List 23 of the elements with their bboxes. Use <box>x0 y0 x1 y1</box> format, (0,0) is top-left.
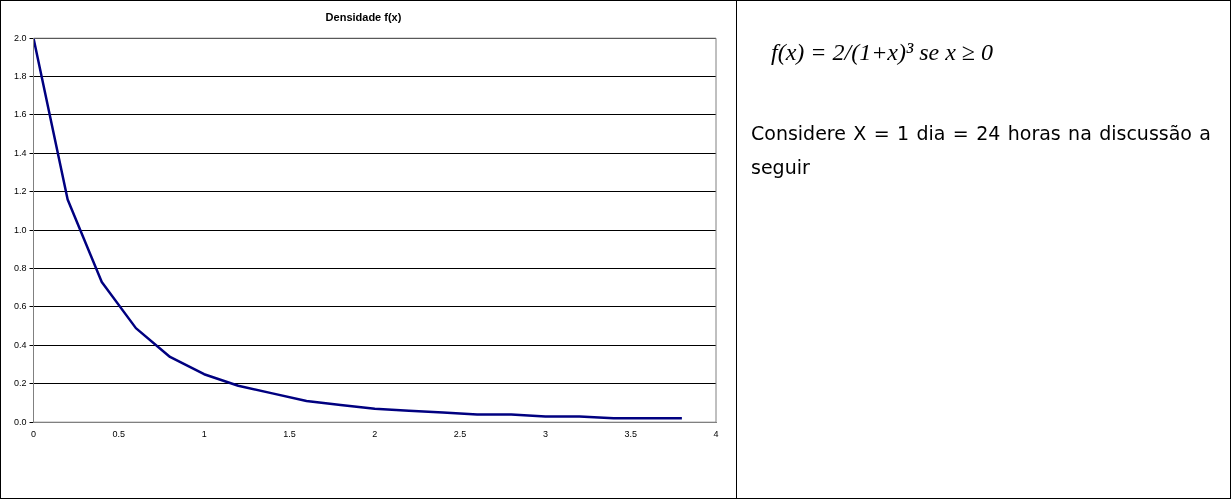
y-tick-label: 1.0 <box>14 224 27 235</box>
y-tick-label: 0.0 <box>14 416 27 427</box>
x-tick-label: 3.5 <box>624 429 637 440</box>
y-tick-label: 0.6 <box>14 301 27 312</box>
x-tick-label: 0 <box>31 429 37 440</box>
x-tick-label: 2 <box>372 429 378 440</box>
y-tick-label: 1.8 <box>14 71 27 82</box>
y-tick-label: 1.6 <box>14 109 27 120</box>
y-tick-label: 0.8 <box>14 263 27 274</box>
x-tick-label: 2.5 <box>453 429 467 440</box>
y-tick-label: 1.2 <box>14 186 27 197</box>
y-tick-label: 0.2 <box>14 378 27 389</box>
y-tick-label: 1.4 <box>14 147 27 158</box>
y-tick-label: 0.4 <box>14 339 27 350</box>
y-tick-label: 2.0 <box>14 32 27 43</box>
x-tick-label: 3 <box>542 429 548 440</box>
x-tick-label: 1 <box>201 429 207 440</box>
text: Considere X = 1 dia = 24 horas na discussão a seguir <box>751 121 1211 180</box>
chart-title: Densidade f(x) <box>325 10 402 23</box>
x-tick-label: 4 <box>713 429 719 440</box>
x-tick-label: 0.5 <box>112 429 126 440</box>
x-tick-label: 1.5 <box>283 429 296 440</box>
text: f(x) = 2/(1+x)³ se x ≥ 0 <box>771 39 994 66</box>
